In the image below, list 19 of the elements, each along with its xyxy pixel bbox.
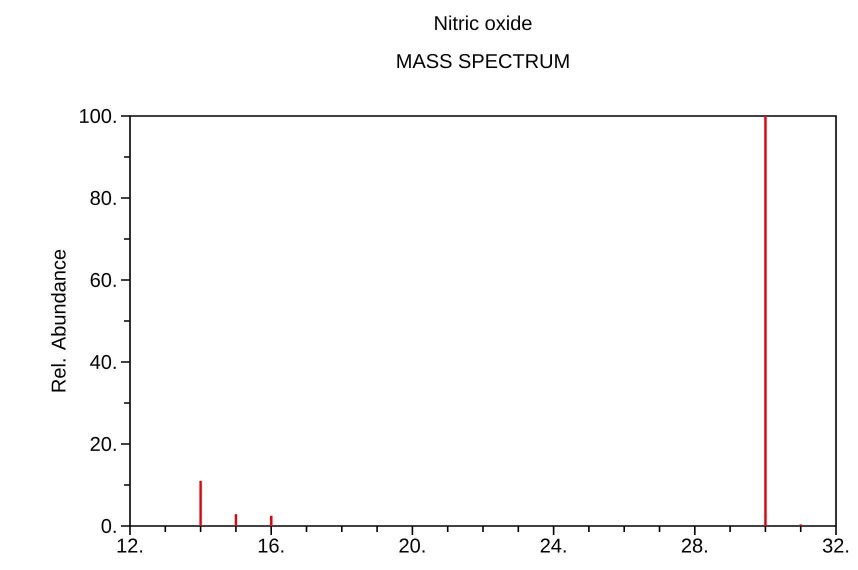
bar bbox=[199, 480, 202, 526]
x-tick-label: 12. bbox=[118, 538, 142, 552]
x-tick-label: 24. bbox=[540, 538, 566, 552]
x-tick-label: 16. bbox=[258, 538, 284, 553]
y-tick-label: 100. bbox=[80, 108, 116, 124]
x-tick-label: 32. bbox=[822, 538, 848, 553]
chart-title: Nitric oxide bbox=[435, 16, 532, 30]
y-axis-title: Rel. Abundance bbox=[50, 250, 66, 392]
chart-subtitle: MASS SPECTRUM bbox=[397, 54, 569, 68]
y-tick-label: 60. bbox=[90, 272, 116, 288]
y-tick-label: 0. bbox=[102, 518, 116, 534]
x-tick-label: 20. bbox=[400, 538, 424, 553]
bar bbox=[270, 516, 272, 526]
bar bbox=[234, 514, 238, 526]
bar bbox=[764, 116, 767, 526]
x-tick-label: 28. bbox=[682, 538, 707, 553]
y-tick-label: 40. bbox=[90, 354, 116, 370]
y-tick-label: 80. bbox=[90, 190, 116, 206]
y-tick-label: 20. bbox=[90, 436, 116, 452]
